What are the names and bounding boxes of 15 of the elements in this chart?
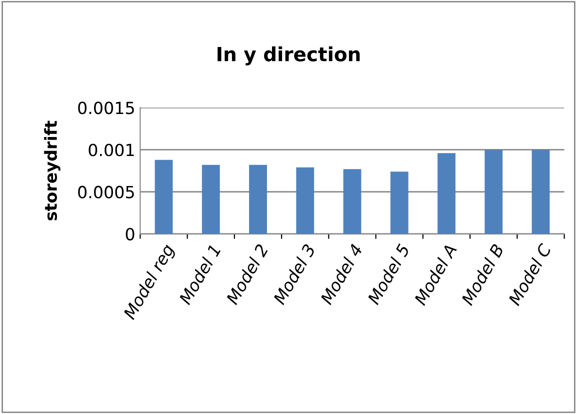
y-tick-label: 0 xyxy=(126,228,134,240)
bar xyxy=(390,172,408,234)
y-tick-label: 0.0005 xyxy=(78,186,134,198)
bar xyxy=(484,150,503,234)
bar xyxy=(202,164,220,234)
bar xyxy=(343,169,362,234)
y-axis-title: storeydrift xyxy=(44,120,60,220)
bar xyxy=(249,164,267,234)
bar xyxy=(154,160,173,234)
bar xyxy=(532,150,550,234)
y-tick-label: 0.001 xyxy=(88,144,134,156)
bar xyxy=(438,153,456,234)
y-tick-label: 0.0015 xyxy=(78,102,134,114)
chart-title: In y direction xyxy=(218,46,360,66)
bar xyxy=(296,167,314,234)
